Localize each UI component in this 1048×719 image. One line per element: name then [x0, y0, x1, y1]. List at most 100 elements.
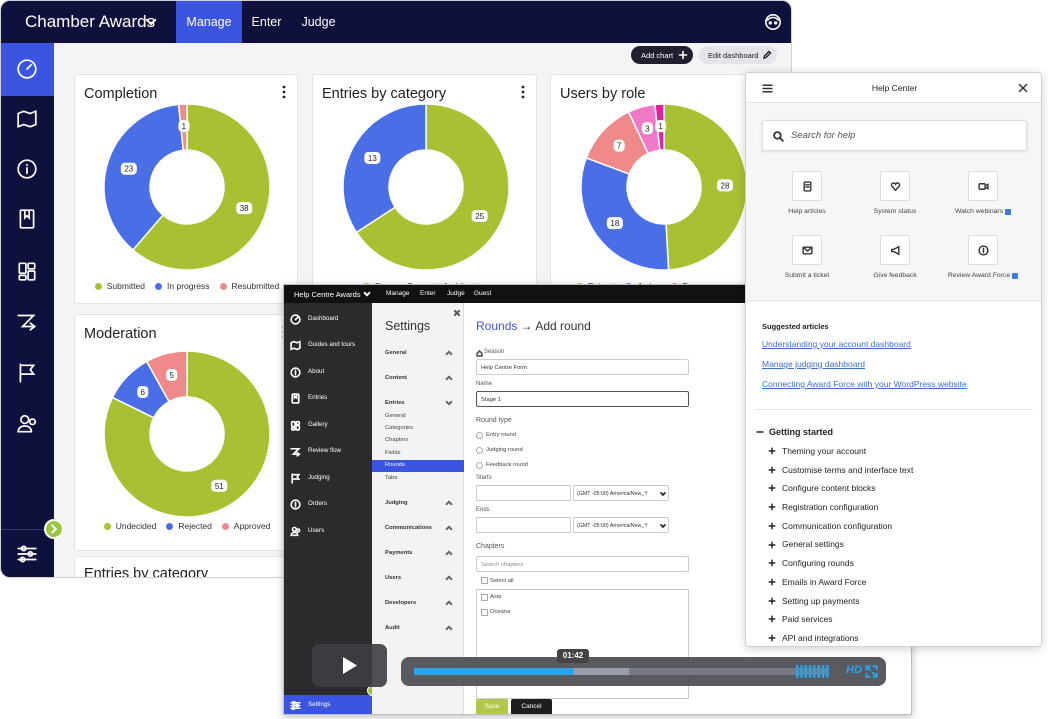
- sidebar-toggle[interactable]: [44, 519, 64, 539]
- tile-text[interactable]: System status: [873, 208, 917, 215]
- topic-link[interactable]: Emails in Award Force: [782, 576, 867, 587]
- topic-link[interactable]: General settings: [782, 539, 844, 550]
- tile-icon[interactable]: [792, 235, 822, 265]
- radio-label[interactable]: Entry round: [486, 431, 516, 438]
- tile-icon[interactable]: [880, 235, 910, 265]
- topic-link[interactable]: Configure content blocks: [782, 483, 876, 494]
- icon-stroke: [27, 270, 36, 281]
- icon-stroke: [17, 425, 33, 433]
- data-label: 51: [215, 482, 224, 491]
- tile-text[interactable]: Review Award Force: [947, 272, 1011, 279]
- icon-stroke: [289, 447, 301, 455]
- settings-item[interactable]: Categories: [385, 424, 414, 431]
- article-link[interactable]: Understanding your account dashboard: [762, 338, 911, 349]
- nav-tab[interactable]: Manage: [176, 1, 242, 43]
- nav-item[interactable]: Gallery: [308, 421, 328, 429]
- nav-item[interactable]: Users: [308, 527, 325, 535]
- nav-tab[interactable]: Enter: [251, 15, 282, 29]
- settings-group[interactable]: Audit: [385, 624, 400, 631]
- nav-tab[interactable]: Guest: [474, 290, 492, 298]
- text-input[interactable]: [476, 517, 571, 533]
- settings-group[interactable]: Developers: [385, 599, 417, 606]
- nav-item[interactable]: Review flow: [308, 447, 342, 455]
- nav-item[interactable]: Entries: [308, 394, 328, 402]
- topic-link[interactable]: Customise terms and interface text: [782, 464, 914, 475]
- settings-group[interactable]: Users: [385, 574, 402, 581]
- app-name[interactable]: Chamber Awards: [25, 11, 156, 31]
- topic-link[interactable]: API and integrations: [782, 632, 859, 643]
- search-box[interactable]: Search for help: [762, 120, 1027, 151]
- text-input[interactable]: (GMT -05:00) America/New_Y: [573, 485, 669, 501]
- tile-icon[interactable]: [968, 235, 998, 265]
- play-button[interactable]: [312, 644, 387, 687]
- tile-text[interactable]: Watch webinars: [954, 208, 1004, 215]
- chart-card: Entries by category2513Stone + Concrete …: [312, 74, 537, 305]
- settings-item[interactable]: Fields: [385, 449, 401, 456]
- icon-stroke: [29, 322, 37, 331]
- radio-label[interactable]: Judging round: [486, 446, 523, 453]
- tile-icon[interactable]: [792, 171, 822, 201]
- article-link[interactable]: Manage judging dashboard: [762, 358, 866, 369]
- topic-link[interactable]: Paid services: [782, 614, 833, 625]
- checkbox-label[interactable]: Oceana: [490, 608, 511, 615]
- settings-group[interactable]: Entries: [385, 399, 405, 406]
- settings-item[interactable]: Chapters: [385, 437, 409, 444]
- text-input[interactable]: Help Centre Form: [476, 359, 689, 375]
- nav-item[interactable]: Orders: [308, 500, 327, 508]
- checkbox-label[interactable]: Asia: [490, 593, 502, 600]
- nav-item[interactable]: Dashboard: [308, 315, 339, 323]
- breadcrumb-link[interactable]: Rounds: [476, 319, 518, 333]
- checkbox[interactable]: [481, 608, 488, 616]
- tile-text[interactable]: Help articles: [788, 208, 826, 215]
- tile-icon[interactable]: [968, 171, 998, 201]
- app-name[interactable]: Help Centre Awards: [294, 289, 361, 299]
- article-link[interactable]: Connecting Award Force with your WordPre…: [762, 378, 967, 389]
- nav-active[interactable]: Settings: [284, 695, 372, 714]
- settings-group[interactable]: General: [385, 349, 407, 356]
- progress-played[interactable]: [414, 668, 574, 675]
- nav-tab[interactable]: Judge: [301, 15, 336, 29]
- tile-text[interactable]: Submit a ticket: [784, 272, 830, 279]
- nav-tab[interactable]: Judge: [447, 290, 465, 298]
- text-input[interactable]: Stage 1: [476, 391, 689, 407]
- settings-item[interactable]: General: [385, 412, 406, 419]
- settings-group[interactable]: Communications: [385, 524, 433, 531]
- settings-item[interactable]: Tabs: [385, 474, 398, 481]
- checkbox-label[interactable]: Select all: [490, 577, 514, 584]
- settings-group[interactable]: Content: [385, 374, 407, 381]
- icon: [756, 431, 764, 433]
- nav-tab[interactable]: Manage: [386, 290, 410, 298]
- radio[interactable]: [476, 431, 483, 439]
- save-button[interactable]: Save: [476, 699, 508, 714]
- topic-link[interactable]: Setting up payments: [782, 595, 860, 606]
- radio[interactable]: [476, 446, 483, 454]
- radio-label[interactable]: Feedback round: [486, 461, 528, 468]
- checkbox[interactable]: [481, 593, 488, 601]
- text-input[interactable]: Search chapters: [476, 556, 689, 572]
- text-input[interactable]: (GMT -05:00) America/New_Y: [573, 517, 669, 533]
- radio[interactable]: [476, 461, 483, 469]
- icon-stroke: [801, 246, 813, 252]
- quality[interactable]: HD: [846, 664, 862, 677]
- cancel-button[interactable]: Cancel: [511, 699, 552, 714]
- nav-item[interactable]: Judging: [308, 474, 330, 482]
- add-chart-button[interactable]: Add chart: [631, 46, 693, 64]
- settings-item[interactable]: Rounds: [385, 462, 405, 469]
- nav-tab[interactable]: Enter: [420, 290, 436, 298]
- tile-text[interactable]: Give feedback: [873, 272, 917, 279]
- edit-dashboard-button[interactable]: Edit dashboard: [699, 46, 777, 64]
- topic-link[interactable]: Registration configuration: [782, 502, 879, 512]
- topic-link[interactable]: Theming your account: [782, 445, 867, 456]
- settings-group[interactable]: Payments: [385, 549, 413, 556]
- tile-icon[interactable]: [880, 171, 910, 201]
- icon: [768, 484, 776, 492]
- topic-link[interactable]: Configuring rounds: [782, 558, 854, 569]
- topic-link[interactable]: Communication configuration: [782, 520, 893, 531]
- icon: [660, 492, 666, 497]
- text-input[interactable]: [476, 485, 571, 501]
- section-heading[interactable]: Getting started: [769, 426, 834, 437]
- nav-item[interactable]: About: [308, 368, 325, 376]
- nav-item[interactable]: Guides and tours: [308, 341, 356, 349]
- settings-group[interactable]: Judging: [385, 499, 408, 506]
- checkbox[interactable]: [481, 577, 488, 584]
